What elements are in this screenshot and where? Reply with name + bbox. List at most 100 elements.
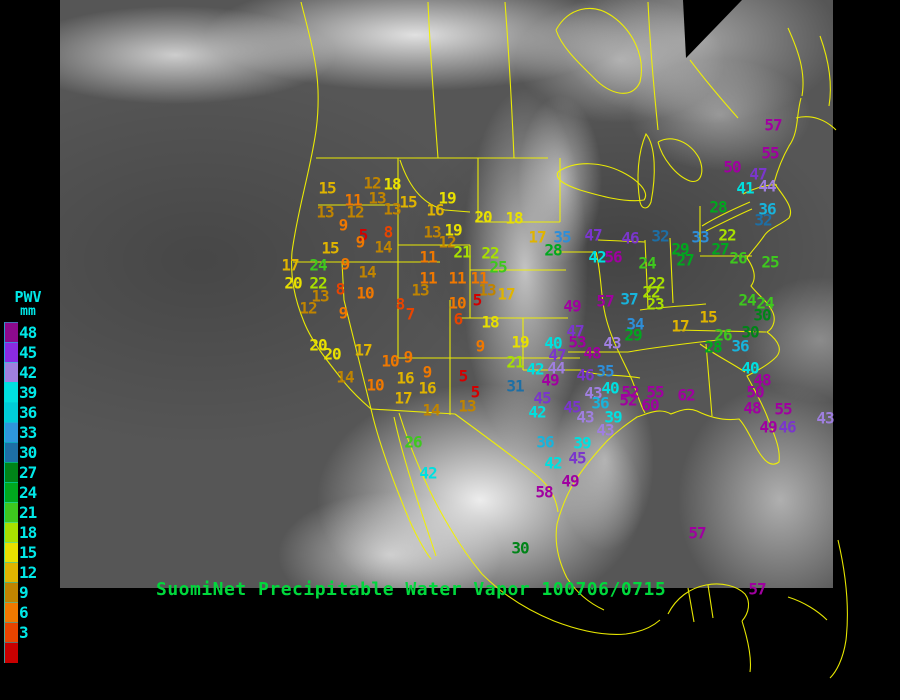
station-value: 36	[591, 393, 609, 413]
station-value: 10	[356, 283, 374, 303]
station-value: 47	[548, 345, 566, 365]
station-value: 14	[422, 400, 440, 420]
scale-tick-label: 39	[19, 383, 37, 402]
station-value: 5	[472, 290, 483, 310]
scale-tick-label: 36	[19, 403, 37, 422]
scale-swatch	[4, 322, 18, 343]
station-value: 26	[714, 325, 732, 345]
scale-tick-label: 33	[19, 423, 37, 442]
station-value: 60	[641, 395, 659, 415]
station-value: 48	[753, 370, 771, 390]
station-value: 14	[358, 262, 376, 282]
station-value: 31	[506, 376, 524, 396]
station-value: 12	[438, 232, 456, 252]
station-value: 25	[489, 257, 507, 277]
station-value: 28	[544, 240, 562, 260]
station-value: 50	[723, 157, 741, 177]
scale-swatch	[4, 362, 18, 383]
station-value: 35	[553, 227, 571, 247]
station-value: 35	[596, 361, 614, 381]
station-value: 11	[419, 247, 437, 267]
station-value: 45	[568, 448, 586, 468]
station-value: 14	[336, 367, 354, 387]
scale-swatch	[4, 502, 18, 523]
scale-swatch	[4, 462, 18, 483]
station-value: 13	[423, 222, 441, 242]
station-value: 43	[603, 333, 621, 353]
station-value: 20	[323, 344, 341, 364]
station-value: 5	[458, 366, 469, 386]
station-value: 40	[741, 358, 759, 378]
station-value: 12	[346, 202, 364, 222]
station-value: 36	[758, 199, 776, 219]
station-value: 52	[621, 382, 639, 402]
station-value: 9	[403, 347, 414, 367]
station-value: 33	[691, 227, 709, 247]
station-value: 27	[676, 250, 694, 270]
station-value: 13	[311, 286, 329, 306]
station-value: 10	[448, 293, 466, 313]
station-value: 36	[536, 432, 554, 452]
station-value: 12	[299, 298, 317, 318]
station-value: 11	[344, 190, 362, 210]
station-value: 8	[383, 222, 394, 242]
station-value: 8	[335, 279, 346, 299]
scale-swatch	[4, 402, 18, 423]
station-value: 44	[547, 358, 565, 378]
station-value: 8	[395, 294, 406, 314]
station-value: 5	[470, 382, 481, 402]
station-value: 13	[411, 280, 429, 300]
station-value: 5	[358, 225, 369, 245]
station-value: 15	[318, 178, 336, 198]
station-value: 21	[506, 352, 524, 372]
station-value: 16	[418, 378, 436, 398]
station-value: 24	[309, 255, 327, 275]
station-value: 50	[746, 382, 764, 402]
station-value: 13	[316, 202, 334, 222]
station-value: 20	[284, 273, 302, 293]
station-value: 9	[340, 254, 351, 274]
station-value: 22	[718, 225, 736, 245]
station-value: 17	[497, 284, 515, 304]
station-value: 30	[741, 322, 759, 342]
scale-swatch	[4, 562, 18, 583]
station-value: 22	[647, 273, 665, 293]
station-value: 21	[453, 242, 471, 262]
station-value: 22	[642, 282, 660, 302]
station-value: 47	[566, 321, 584, 341]
scale-swatch	[4, 542, 18, 563]
station-value: 43	[816, 408, 834, 428]
station-value: 11	[448, 268, 466, 288]
scale-swatch	[4, 622, 18, 643]
station-value: 23	[646, 294, 664, 314]
scale-tick-label: 3	[19, 623, 29, 642]
station-value: 9	[355, 232, 366, 252]
station-value: 44	[758, 176, 776, 196]
station-value: 42	[528, 402, 546, 422]
station-value: 22	[309, 273, 327, 293]
station-value: 48	[583, 343, 601, 363]
scale-swatch	[4, 522, 18, 543]
station-value: 57	[596, 291, 614, 311]
station-value: 10	[381, 351, 399, 371]
station-value: 41	[736, 178, 754, 198]
station-value: 46	[778, 417, 796, 437]
station-value: 18	[481, 312, 499, 332]
station-value: 42	[526, 359, 544, 379]
station-value: 45	[563, 397, 581, 417]
station-value: 26	[729, 248, 747, 268]
satellite-image	[60, 0, 833, 588]
station-value: 53	[568, 332, 586, 352]
pwv-scale: PWV mm 48 45 42 39 36 33 30 27 24 21 18 15 12 9 6 3	[0, 288, 54, 678]
station-value: 29	[624, 325, 642, 345]
station-value: 11	[419, 268, 437, 288]
station-value: 56	[604, 247, 622, 267]
scale-tick-label: 48	[19, 323, 37, 342]
station-value: 9	[338, 215, 349, 235]
station-value: 27	[711, 239, 729, 259]
station-value: 42	[544, 453, 562, 473]
station-value: 14	[374, 237, 392, 257]
station-value: 22	[481, 243, 499, 263]
station-value: 57	[764, 115, 782, 135]
